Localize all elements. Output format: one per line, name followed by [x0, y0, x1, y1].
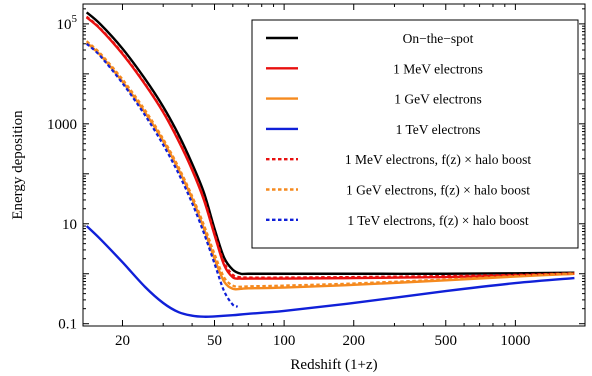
legend-label-4: 1 TeV electrons	[396, 122, 481, 137]
x-tick-label: 200	[342, 333, 365, 349]
legend-label-2: 1 MeV electrons	[393, 61, 483, 76]
plot-frame	[82, 3, 586, 327]
series-line-3	[85, 41, 575, 291]
x-tick-label: 100	[273, 333, 296, 349]
series-line-5	[85, 15, 575, 279]
plot-lines	[85, 11, 575, 318]
x-tick-label: 20	[115, 333, 130, 349]
y-tick-label: 105	[57, 13, 78, 33]
x-tick-label: 1000	[500, 333, 530, 349]
y-tick-label: 10	[62, 217, 77, 233]
series-line-6	[85, 40, 575, 288]
axis-tick-labels: 20 50 100 200 500 1000 0.1 10 1000 105	[47, 13, 530, 349]
series-line-2	[85, 16, 575, 280]
y-tick-label: 0.1	[58, 317, 77, 333]
series-line-4	[85, 225, 575, 318]
x-tick-label: 50	[207, 333, 222, 349]
series-line-7	[85, 42, 239, 308]
legend-box	[251, 19, 579, 249]
legend-label-3: 1 GeV electrons	[394, 92, 481, 107]
legend: On−the−spot 1 MeV electrons 1 GeV electron…	[251, 19, 579, 249]
series-line-1	[85, 11, 575, 276]
legend-label-5: 1 MeV electrons, f(z) × halo boost	[345, 152, 531, 167]
legend-label-1: On−the−spot	[403, 31, 474, 46]
x-axis-title: Redshift (1+z)	[290, 357, 377, 373]
legend-label-7: 1 TeV electrons, f(z) × halo boost	[347, 213, 528, 228]
x-tick-label: 500	[435, 333, 458, 349]
axis-ticks	[83, 4, 586, 327]
legend-label-6: 1 GeV electrons, f(z) × halo boost	[346, 183, 530, 198]
y-tick-label: 1000	[47, 117, 77, 133]
y-axis-title: Energy deposition	[10, 110, 26, 220]
